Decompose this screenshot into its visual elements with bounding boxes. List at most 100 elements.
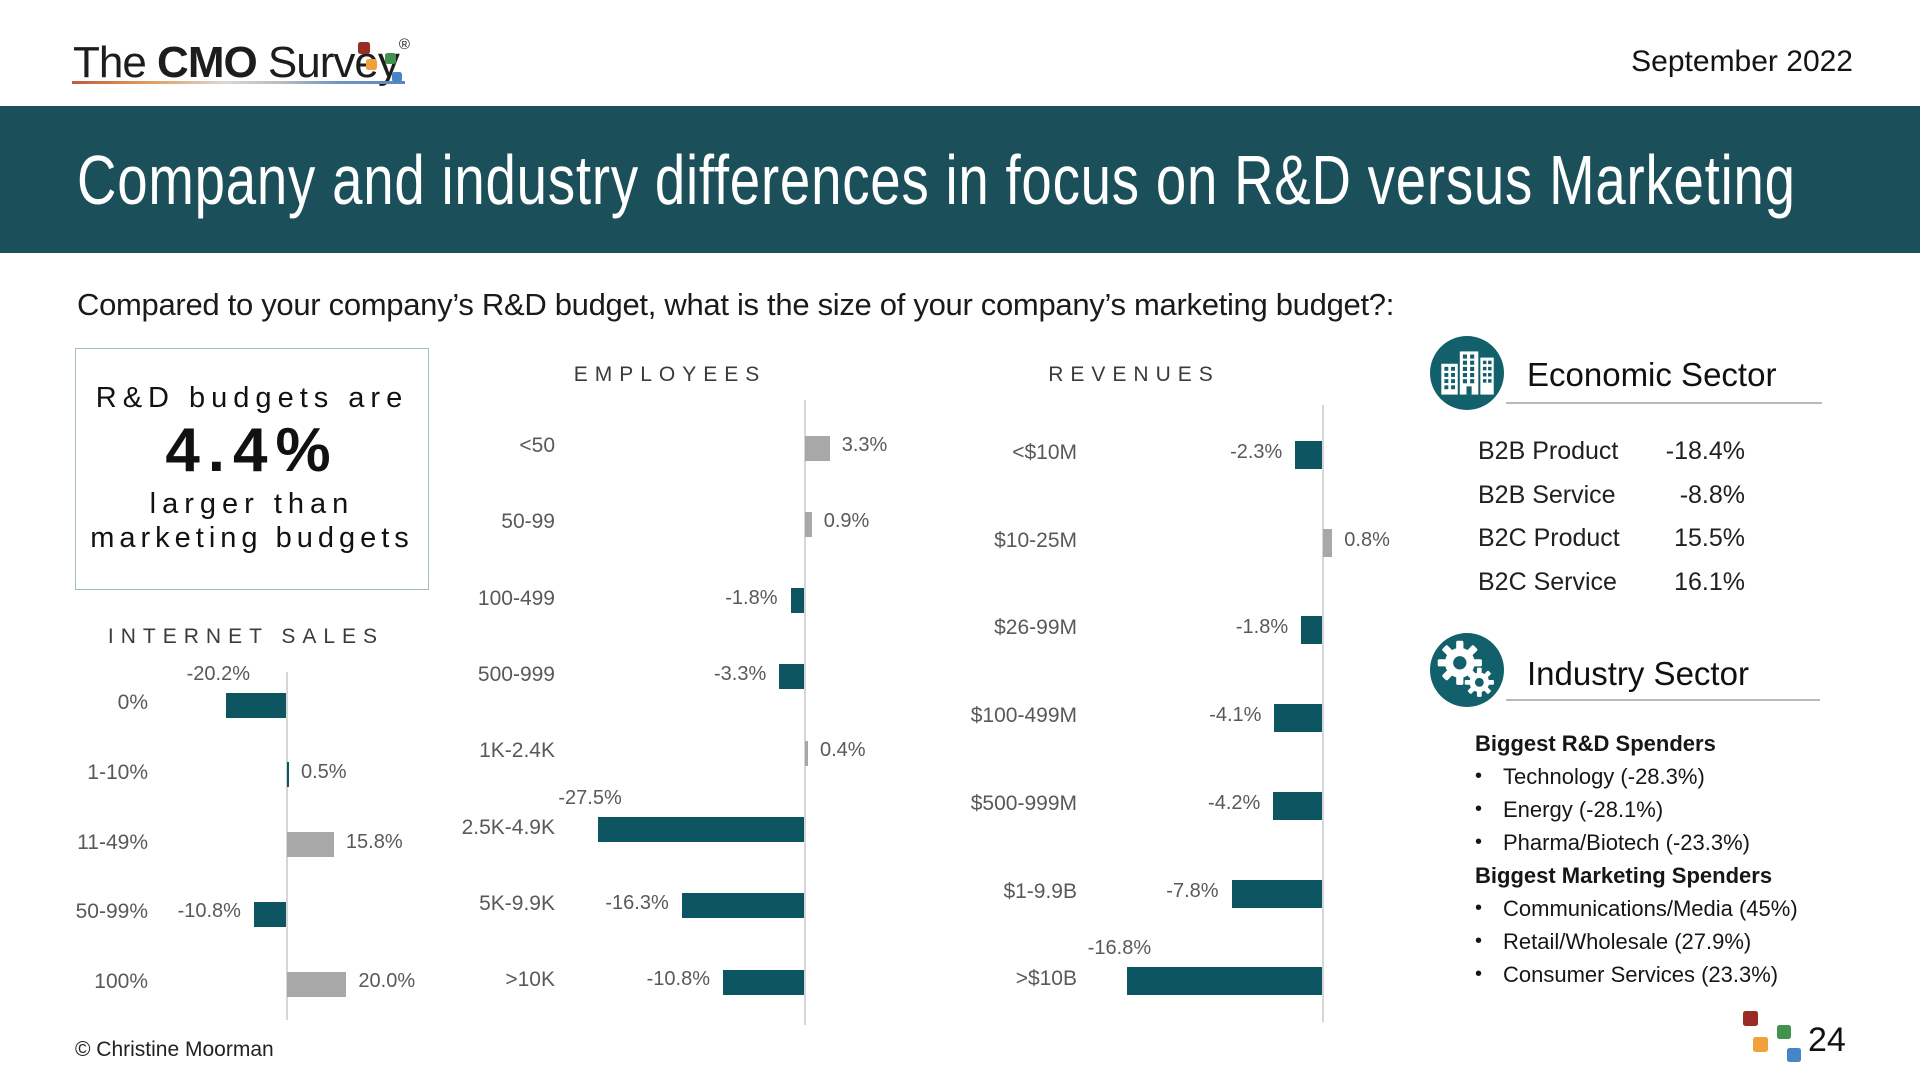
industry-item: • Pharma/Biotech (-23.3%) [1475,826,1920,859]
bar [1301,616,1322,645]
category-label: 1-10% [87,760,148,784]
category-label: 1K-2.4K [479,739,555,763]
bullet-dot: • [1475,930,1483,952]
economic-label: B2B Service [1478,480,1616,509]
economic-label: B2B Product [1478,437,1619,466]
chart-title: REVENUES [1048,363,1220,386]
economic-label: B2C Product [1478,524,1620,553]
buildings-icon [1441,351,1494,395]
logo-square-blue [392,72,402,82]
category-label: 11-49% [77,830,148,854]
value-label: 20.0% [358,970,416,993]
value-label: -2.3% [1230,441,1283,463]
industry-item: • Energy (-28.1%) [1475,793,1920,826]
logo-word-the: The [73,38,158,87]
category-label: $10-25M [994,528,1077,552]
economic-sector-icon-circle [1430,336,1504,410]
bullet-dot: • [1475,831,1483,853]
industry-item-text: Consumer Services (23.3%) [1503,962,1779,987]
slide-title: Company and industry differences in focu… [77,140,1796,219]
value-label: 3.3% [841,434,888,456]
industry-item-text: Technology (-28.3%) [1503,764,1705,789]
economic-row: B2B Service -8.8% [1478,474,1745,518]
footer-square-blue [1787,1048,1801,1062]
industry-item: • Consumer Services (23.3%) [1475,958,1920,991]
industry-list: Biggest R&D Spenders • Technology (-28.3%)… [1475,727,1920,991]
category-label: $1-9.9B [1003,879,1077,903]
economic-value: 16.1% [1674,567,1745,596]
axis-line [804,400,806,1025]
page-number: 24 [1808,1021,1846,1059]
economic-sector-underline [1506,402,1822,404]
value-label: 0.4% [820,739,866,762]
economic-sector-title: Economic Sector [1527,356,1777,393]
bar [1274,704,1322,733]
industry-item-text: Retail/Wholesale (27.9%) [1503,929,1752,954]
value-label: -20.2% [186,662,251,685]
cmo-survey-logo: The CMO Survey® [73,36,410,88]
industry-heading: Biggest R&D Spenders [1475,731,1716,756]
bar [253,901,286,927]
category-label: 500-999 [477,662,555,686]
economic-rows: B2B Product -18.4% B2B Service -8.8% B2C Pro… [1478,430,1745,604]
footer-square-orange [1753,1037,1768,1052]
bar [287,832,334,858]
value-label: -7.8% [1166,879,1219,902]
bar [723,969,804,995]
category-label: $26-99M [994,616,1077,640]
economic-row: B2B Product -18.4% [1478,430,1745,474]
bar [805,740,808,766]
bullet-dot: • [1475,765,1483,787]
footer-square-red [1743,1011,1758,1026]
value-label: 0.9% [823,510,870,533]
bar [1231,879,1322,908]
value-label: 15.8% [345,830,403,853]
category-label: <$10M [1012,441,1077,464]
category-label: <50 [519,434,555,457]
bullet-dot: • [1475,798,1483,820]
stat-value: 4.4% [165,416,339,485]
category-label: 5K-9.9K [479,891,555,915]
gears-icon [1437,640,1494,697]
economic-value: -8.8% [1679,480,1745,509]
logo-underline [72,81,405,84]
registered-mark: ® [398,36,410,53]
value-label: -16.3% [605,891,669,914]
stat-line1: R&D budgets are [95,382,409,414]
stat-callout-box: R&D budgets are 4.4% larger than marketi… [75,348,429,590]
economic-row: B2C Service 16.1% [1478,561,1745,605]
report-date: September 2022 [1631,45,1853,78]
value-label: -1.8% [1235,616,1289,639]
chart-title: EMPLOYEES [573,363,767,386]
bar [1127,967,1322,996]
category-label: >$10B [1015,967,1077,991]
value-label: -4.2% [1208,791,1261,814]
industry-item-text: Communications/Media (45%) [1503,896,1798,921]
value-label: -4.1% [1209,704,1262,727]
logo-square-red [358,42,370,54]
industry-item: • Retail/Wholesale (27.9%) [1475,925,1920,958]
bar [287,971,347,997]
category-label: 2.5K-4.9K [461,815,555,839]
bar [1323,528,1333,557]
category-label: 100-499 [477,586,555,610]
category-label: $500-999M [970,791,1077,815]
category-label: >10K [505,968,555,992]
copyright: © Christine Moorman [75,1038,274,1061]
logo-square-green [385,53,396,64]
value-label: -10.8% [177,900,241,923]
title-banner: Company and industry differences in focu… [0,106,1920,253]
value-label: -10.8% [646,968,710,991]
industry-heading: Biggest Marketing Spenders [1475,863,1773,888]
bar [597,817,804,842]
survey-question: Compared to your company’s R&D budget, w… [77,287,1395,322]
economic-value: 15.5% [1674,524,1745,553]
bullet-dot: • [1475,963,1483,985]
category-label: 0% [117,691,148,714]
industry-sector-underline [1506,699,1820,701]
value-label: 0.5% [301,760,347,783]
value-label: -3.3% [714,662,767,685]
logo-square-orange [366,59,377,70]
economic-row: B2C Product 15.5% [1478,517,1745,561]
